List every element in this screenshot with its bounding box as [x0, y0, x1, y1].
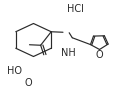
Text: HO: HO: [7, 66, 22, 76]
Text: O: O: [96, 50, 103, 60]
Text: NH: NH: [61, 48, 76, 58]
Text: HCl: HCl: [67, 4, 83, 14]
Text: O: O: [24, 78, 32, 88]
